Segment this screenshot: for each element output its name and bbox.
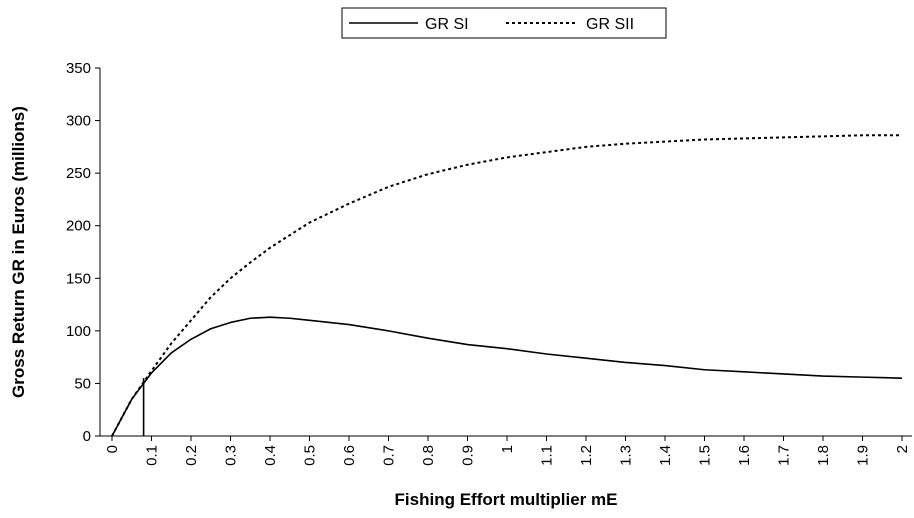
x-tick-label: 1.9 (855, 445, 872, 466)
series-line-gr-si (111, 316, 903, 437)
axes (99, 68, 912, 437)
x-tick-label: 1.3 (618, 445, 635, 466)
x-tick-label: 0.3 (223, 445, 240, 466)
x-tick-label: 0.8 (420, 445, 437, 466)
x-tick-label: 0.9 (460, 445, 477, 466)
x-tick-label: 1.2 (578, 445, 595, 466)
y-axis-title: Gross Return GR in Euros (millions) (9, 106, 28, 398)
x-tick-label: 1.4 (657, 445, 674, 466)
x-tick-label: 0.2 (183, 445, 200, 466)
y-tick-label: 250 (66, 165, 91, 182)
x-tick-label: 1.8 (815, 445, 832, 466)
x-axis-ticks: 0 0.1 0.2 0.3 0.4 0.5 0.6 0.7 0.8 0.9 1 1.1 1.2 1.3 1.… (104, 436, 911, 466)
x-tick-label: 1.7 (776, 445, 793, 466)
x-tick-label: 1.1 (539, 445, 556, 466)
y-tick-label: 0 (83, 428, 91, 445)
x-tick-label: 0.1 (144, 445, 161, 466)
x-tick-label: 1.5 (697, 445, 714, 466)
legend-label-gr-sii: GR SII (586, 16, 634, 33)
y-tick-label: 50 (74, 375, 91, 392)
x-tick-label: 0.5 (302, 445, 319, 466)
series-line-gr-sii (111, 134, 902, 437)
x-tick-label: 0 (104, 445, 121, 453)
x-tick-label: 0.7 (381, 445, 398, 466)
x-axis-title: Fishing Effort multiplier mE (395, 490, 618, 509)
y-tick-label: 350 (66, 60, 91, 77)
y-tick-label: 150 (66, 270, 91, 287)
y-axis-ticks: 0 50 100 150 200 250 300 350 (66, 60, 100, 445)
y-tick-label: 300 (66, 113, 91, 130)
x-tick-label: 2 (894, 445, 911, 453)
legend: GR SI GR SII (341, 7, 667, 39)
x-tick-label: 0.6 (341, 445, 358, 466)
x-tick-label: 1 (499, 445, 516, 453)
series-layer (111, 134, 903, 437)
y-tick-label: 100 (66, 323, 91, 340)
y-tick-label: 200 (66, 218, 91, 235)
legend-label-gr-si: GR SI (425, 16, 469, 33)
x-tick-label: 1.6 (736, 445, 753, 466)
x-tick-label: 0.4 (262, 445, 279, 466)
